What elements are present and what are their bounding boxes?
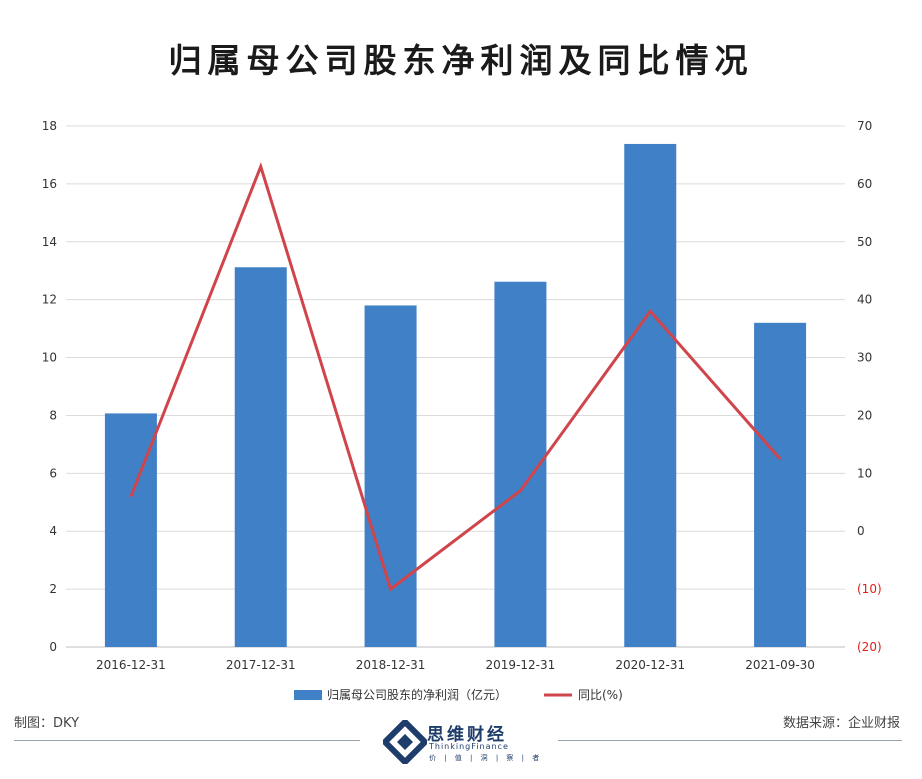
footer-source: 数据来源：企业财报 (782, 716, 900, 731)
line-path (129, 161, 782, 592)
right-tick-label: 60 (857, 177, 872, 191)
bar (364, 305, 417, 647)
logo-name-cn: 思维财经 (427, 725, 507, 745)
line-point (260, 166, 262, 168)
footer-divider-left (14, 740, 360, 741)
x-axis: 2016-12-31 2017-12-31 2018-12-31 2019-12-31… (96, 658, 815, 672)
x-tick-label: 2017-12-31 (226, 658, 296, 672)
right-tick-label: 0 (857, 524, 865, 538)
right-tick-label: 10 (857, 466, 872, 480)
right-tick-label: 50 (857, 235, 872, 249)
logo-tagline: 价 | 值 | 洞 | 察 | 者 (429, 754, 543, 762)
left-tick-label: 16 (42, 177, 57, 191)
right-tick-label: (20) (857, 640, 882, 654)
right-tick-label: (10) (857, 582, 882, 596)
right-axis: (20) (10) 0 10 20 30 40 50 60 70 (857, 119, 882, 654)
grid-lines (66, 125, 845, 648)
legend: 归属母公司股东的净利润（亿元） 同比(%) (294, 687, 623, 702)
left-tick-label: 0 (49, 640, 57, 654)
left-tick-label: 18 (42, 119, 57, 133)
right-tick-label: 70 (857, 119, 872, 133)
left-tick-label: 8 (49, 408, 57, 422)
right-tick-label: 40 (857, 293, 872, 307)
left-axis: 0 2 4 6 8 10 12 14 16 18 (42, 119, 57, 654)
footer-divider-right (558, 740, 902, 741)
logo-name-en: ThinkingFinance (429, 742, 509, 751)
chart-title: 归属母公司股东净利润及同比情况 (168, 41, 754, 80)
legend-label-bar: 归属母公司股东的净利润（亿元） (327, 687, 507, 702)
left-tick-label: 4 (49, 524, 57, 538)
bar-series (104, 143, 807, 647)
right-tick-label: 30 (857, 351, 872, 365)
brand-logo: 思维财经 ThinkingFinance 价 | 值 | 洞 | 察 | 者 (383, 718, 553, 770)
line-series (129, 161, 782, 592)
x-tick-label: 2021-09-30 (745, 658, 815, 672)
legend-swatch-bar (294, 690, 322, 700)
left-tick-label: 2 (49, 582, 57, 596)
line-point (130, 495, 132, 497)
line-point (519, 490, 521, 492)
right-tick-label: 20 (857, 408, 872, 422)
line-point (779, 458, 781, 460)
footer-credit: 制图：DKY (14, 716, 80, 731)
x-tick-label: 2019-12-31 (486, 658, 556, 672)
x-tick-label: 2016-12-31 (96, 658, 166, 672)
logo-mark-icon (383, 720, 427, 764)
bar (234, 267, 287, 647)
legend-label-line: 同比(%) (578, 688, 623, 702)
line-point (649, 310, 651, 312)
x-tick-label: 2018-12-31 (356, 658, 426, 672)
left-tick-label: 12 (42, 293, 57, 307)
left-tick-label: 6 (49, 466, 57, 480)
x-tick-label: 2020-12-31 (615, 658, 685, 672)
left-tick-label: 10 (42, 351, 57, 365)
bar (624, 143, 677, 647)
left-tick-label: 14 (42, 235, 57, 249)
line-point (390, 588, 392, 590)
bar (754, 322, 807, 647)
